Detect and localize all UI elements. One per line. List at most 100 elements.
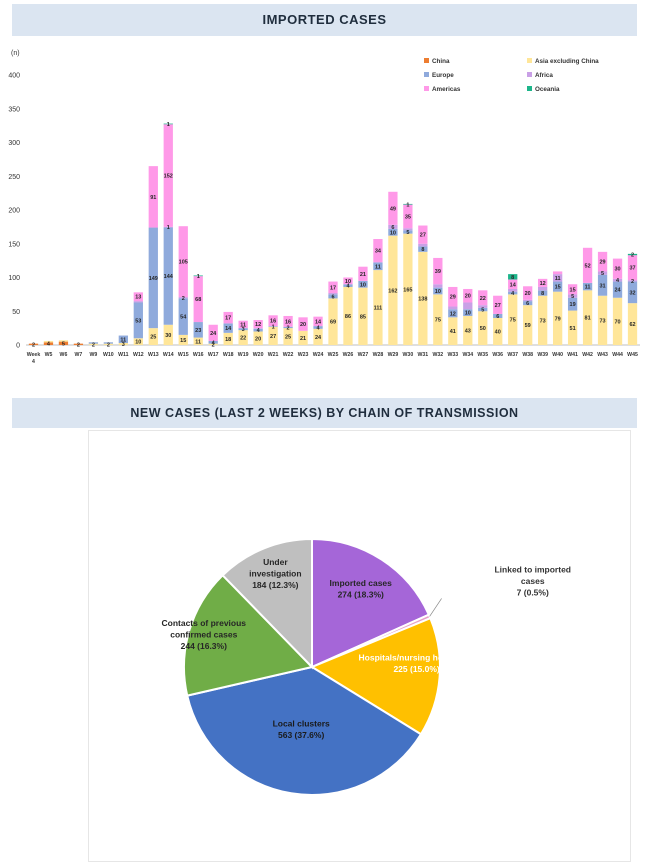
bar-segment xyxy=(493,313,503,318)
bar-segment xyxy=(208,340,218,344)
bar-data-label: 31 xyxy=(599,283,605,289)
bar-segment xyxy=(627,280,638,282)
bar-segment xyxy=(403,203,413,205)
bar-data-label: 4 xyxy=(346,284,350,290)
bar-segment xyxy=(523,305,533,345)
bar-segment xyxy=(298,330,308,345)
bar-data-label: 2 xyxy=(32,342,35,348)
bar-data-label: 15 xyxy=(555,285,561,291)
bar-segment xyxy=(43,342,54,345)
legend-label: Oceania xyxy=(535,86,560,93)
bar-segment xyxy=(103,343,114,345)
bar-segment xyxy=(268,326,278,327)
bar-data-label: 16 xyxy=(285,319,291,325)
bar-segment xyxy=(253,331,263,345)
bar-data-label: 6 xyxy=(526,301,529,307)
bar-segment xyxy=(58,340,69,342)
bar-segment xyxy=(238,328,248,331)
x-tick-label: W41 xyxy=(567,352,578,358)
transmission-pie-chart: Imported cases 274 (18.3%) Linked to impor… xyxy=(161,537,571,796)
bar-segment xyxy=(268,315,278,327)
bar-segment xyxy=(373,239,383,262)
bar-segment xyxy=(253,320,263,329)
bar-data-label: 152 xyxy=(164,174,173,180)
bar-segment xyxy=(552,291,563,345)
bar-data-label: 12 xyxy=(540,281,546,287)
x-tick-label: W38 xyxy=(522,352,533,358)
bar-segment xyxy=(627,303,638,345)
bar-segment xyxy=(148,328,158,345)
pie-slice xyxy=(183,573,314,697)
bar-data-label: 5 xyxy=(62,341,65,347)
bar-segment xyxy=(208,324,218,341)
bar-segment xyxy=(508,288,518,292)
bar-segment xyxy=(538,278,548,287)
bar-segment xyxy=(508,279,518,289)
x-tick-label: W25 xyxy=(328,352,339,358)
bar-segment xyxy=(193,337,203,345)
x-tick-label: W11 xyxy=(118,352,128,358)
bar-data-label: 25 xyxy=(285,335,291,341)
bar-segment xyxy=(433,287,443,295)
bar-segment xyxy=(328,294,338,299)
x-tick-label: W31 xyxy=(418,352,429,358)
bar-segment xyxy=(88,343,99,345)
bar-data-label: 70 xyxy=(614,319,620,325)
bar-segment xyxy=(178,226,188,298)
bar-data-label: 81 xyxy=(585,316,591,322)
bar-segment xyxy=(478,311,488,345)
bar-data-label: 91 xyxy=(150,195,156,201)
bar-data-label: 62 xyxy=(629,322,635,328)
bar-segment xyxy=(567,310,578,345)
bar-data-label: 2 xyxy=(77,342,80,348)
bar-data-label: 27 xyxy=(420,233,426,239)
bar-segment xyxy=(313,326,323,329)
bar-segment xyxy=(208,343,218,345)
bar-segment xyxy=(582,247,593,283)
y-tick-label: 0 xyxy=(16,343,20,350)
pie-labels: Imported cases 274 (18.3%) Linked to impor… xyxy=(161,557,570,740)
bar-segment xyxy=(73,343,84,345)
bar-segment xyxy=(418,251,428,345)
bar-data-label: 75 xyxy=(435,318,441,324)
bar-segment xyxy=(478,290,488,306)
bar-data-label: 41 xyxy=(450,329,456,335)
bar-data-label: 165 xyxy=(403,287,412,293)
bar-data-label: 14 xyxy=(510,282,517,288)
bar-segment xyxy=(538,295,548,345)
bar-segment xyxy=(28,343,39,345)
bar-data-label: 15 xyxy=(180,338,186,344)
bar-segment xyxy=(43,340,54,343)
bar-data-label: 2 xyxy=(92,342,95,348)
legend-swatch xyxy=(527,72,532,77)
bar-data-label: 138 xyxy=(418,296,427,302)
bar-segment xyxy=(193,322,203,338)
bar-segment xyxy=(373,261,383,263)
bar-segment xyxy=(448,309,458,318)
bar-data-label: 27 xyxy=(495,303,501,309)
bar-segment xyxy=(193,275,203,277)
pie-slice xyxy=(221,537,313,670)
pie-label: Linked to imported cases 7 (0.5%) xyxy=(494,565,571,598)
x-tick-label: W43 xyxy=(597,352,608,358)
bar-segment xyxy=(493,295,503,314)
x-tick-label: W10 xyxy=(103,352,114,358)
bar-segment xyxy=(597,271,608,275)
bar-segment xyxy=(552,271,563,275)
pie-leader-line xyxy=(429,598,442,617)
bar-data-label: 13 xyxy=(135,295,141,301)
bar-segment xyxy=(448,306,458,310)
x-tick-label: W16 xyxy=(193,352,204,358)
x-tick-label: W27 xyxy=(358,352,369,358)
bar-segment xyxy=(508,274,518,280)
bar-data-label: 53 xyxy=(135,318,141,324)
bar-data-label: 3 xyxy=(242,327,245,333)
pie-label: Local clusters 563 (37.6%) xyxy=(273,719,330,741)
bar-data-label: 11 xyxy=(240,322,246,328)
bar-segment xyxy=(597,251,608,272)
bar-data-label: 52 xyxy=(585,263,591,269)
bar-segment xyxy=(508,294,518,345)
x-tick-label: W33 xyxy=(447,352,458,358)
bar-segment xyxy=(298,317,308,331)
